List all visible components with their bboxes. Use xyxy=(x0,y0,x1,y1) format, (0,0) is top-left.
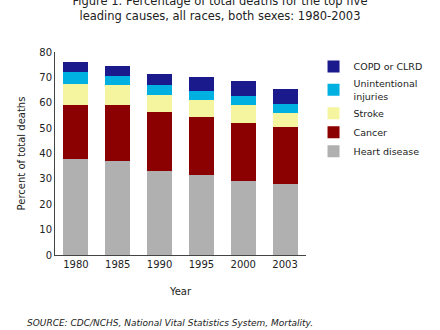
svg-text:Figure 1. Percentage of total: Figure 1. Percentage of total deaths for… xyxy=(73,0,368,23)
svg-text:30: 30 xyxy=(39,173,52,184)
svg-text:10: 10 xyxy=(39,224,52,235)
svg-text:50: 50 xyxy=(39,123,52,134)
svg-text:60: 60 xyxy=(39,97,52,108)
svg-text:Heart disease: Heart disease xyxy=(354,146,420,157)
svg-text:70: 70 xyxy=(39,72,52,83)
svg-text:Year: Year xyxy=(169,286,192,297)
svg-text:Percent of total deaths: Percent of total deaths xyxy=(16,97,27,211)
svg-text:Stroke: Stroke xyxy=(354,108,384,119)
svg-text:Unintentionalinjuries: Unintentionalinjuries xyxy=(354,78,418,101)
svg-text:40: 40 xyxy=(39,148,52,159)
svg-text:SOURCE: CDC/NCHS, National Vit: SOURCE: CDC/NCHS, National Vital Statist… xyxy=(27,318,313,328)
svg-text:20: 20 xyxy=(39,199,52,210)
svg-text:1985: 1985 xyxy=(105,259,130,270)
svg-text:1990: 1990 xyxy=(147,259,172,270)
svg-text:1980: 1980 xyxy=(63,259,88,270)
svg-text:COPD or CLRD: COPD or CLRD xyxy=(354,61,423,72)
svg-text:0: 0 xyxy=(46,250,52,261)
svg-text:2000: 2000 xyxy=(231,259,256,270)
svg-text:2003: 2003 xyxy=(272,259,297,270)
svg-text:Cancer: Cancer xyxy=(354,127,388,138)
svg-text:1995: 1995 xyxy=(189,259,214,270)
svg-text:80: 80 xyxy=(39,47,52,58)
